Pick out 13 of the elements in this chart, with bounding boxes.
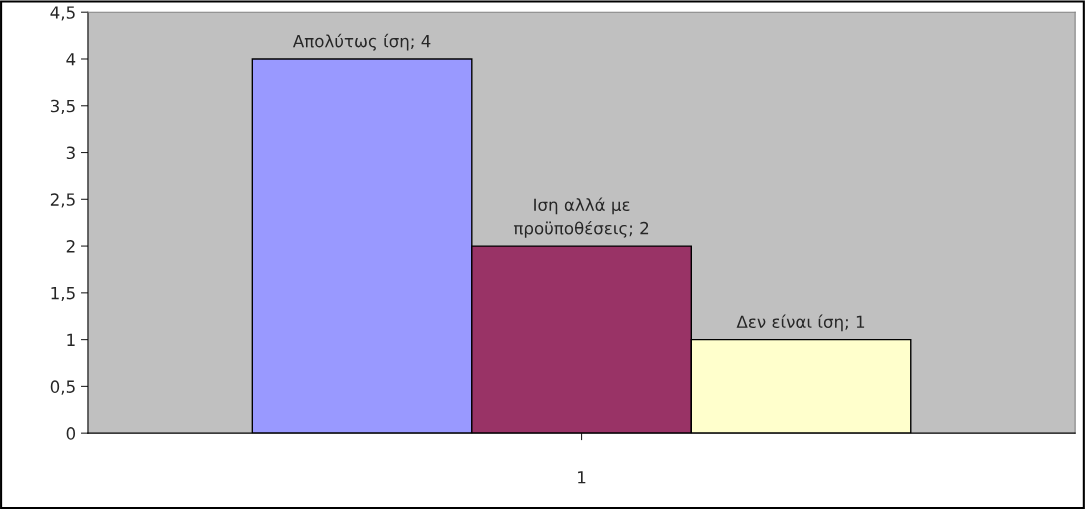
y-tick-label: 0,5 <box>50 380 75 395</box>
y-tick-label: 4,5 <box>50 6 75 21</box>
data-label: Δεν είναι ίση; 1 <box>736 314 865 332</box>
y-tick-label: 1,5 <box>51 287 75 302</box>
y-tick-label: 3 <box>66 146 75 160</box>
data-label: Απολύτως ίση; 4 <box>292 33 431 51</box>
y-tick-label: 2,5 <box>50 193 75 208</box>
data-label: Ιση αλλά με προϋποθέσεις; 2 <box>513 197 649 238</box>
y-tick-label: 3,5 <box>50 99 75 115</box>
y-tick-label: 2 <box>66 240 75 253</box>
y-tick-label: 1 <box>67 333 75 346</box>
y-tick-label: 0 <box>66 427 76 440</box>
y-tick-label: 4 <box>66 53 76 66</box>
